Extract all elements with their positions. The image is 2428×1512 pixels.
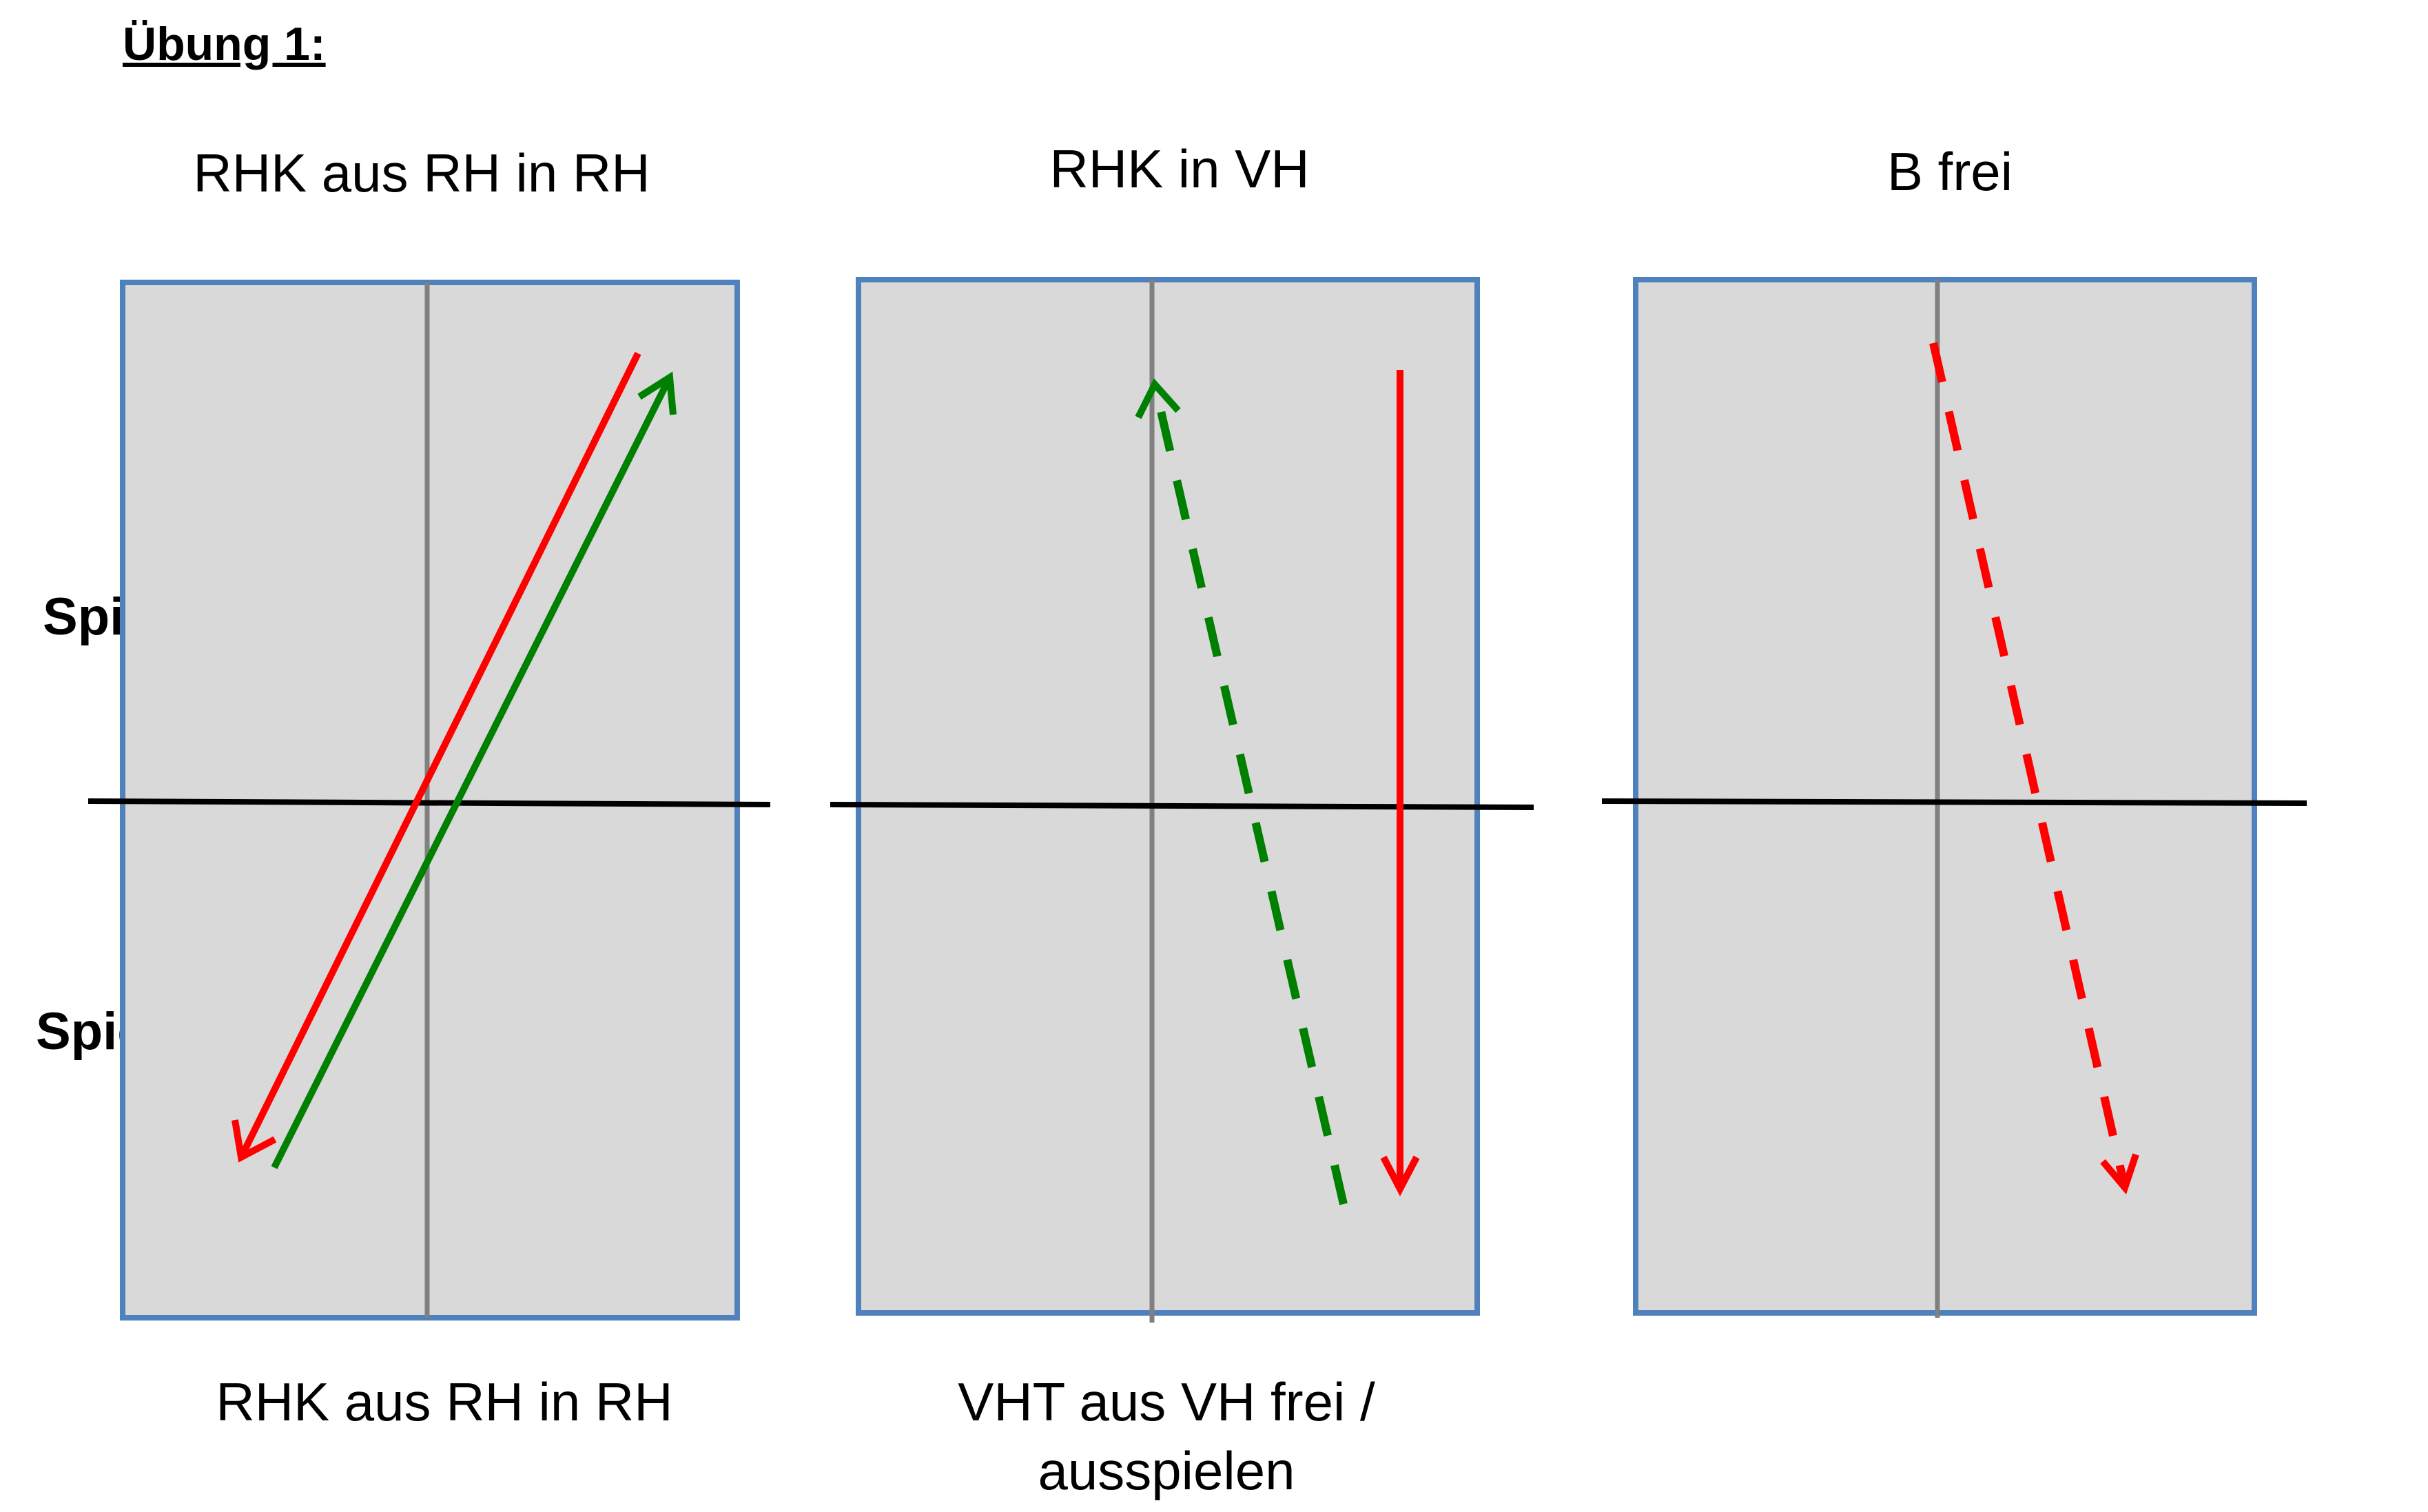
table-3 <box>1601 277 2307 1318</box>
panel-2-caption: VHT aus VH frei / ausspielen <box>958 1368 1375 1506</box>
table-3-red-arrowhead <box>2100 1153 2139 1195</box>
panel-2-caption-line-2: ausspielen <box>1038 1440 1295 1501</box>
table-2-surface <box>856 277 1480 1316</box>
table-2-net <box>830 802 1534 810</box>
panel-1-caption-line-1: RHK aus RH in RH <box>216 1371 673 1432</box>
panel-1-title: RHK aus RH in RH <box>193 143 650 203</box>
table-2 <box>830 277 1534 1323</box>
table-1-red-arrow <box>238 351 641 1159</box>
panel-1-caption: RHK aus RH in RH <box>216 1368 672 1437</box>
table-1-red-arrowhead <box>232 1119 277 1163</box>
panel-2-caption-line-1: VHT aus VH frei / <box>958 1371 1375 1432</box>
table-2-green-arrowhead <box>1135 378 1181 420</box>
exercise-heading: Übung 1: <box>123 18 326 70</box>
table-1 <box>88 280 771 1321</box>
table-1-net <box>88 798 771 807</box>
panel-2-title: RHK in VH <box>1049 138 1310 199</box>
table-2-red-arrowhead <box>1380 1155 1420 1197</box>
panel-3-title: B frei <box>1886 141 2013 202</box>
table-1-green-arrow <box>271 375 673 1170</box>
table-3-red-dashed-arrow <box>1929 342 2129 1189</box>
table-3-surface <box>1633 277 2257 1316</box>
table-1-green-arrowhead <box>637 371 677 415</box>
table-3-net <box>1601 798 2307 806</box>
